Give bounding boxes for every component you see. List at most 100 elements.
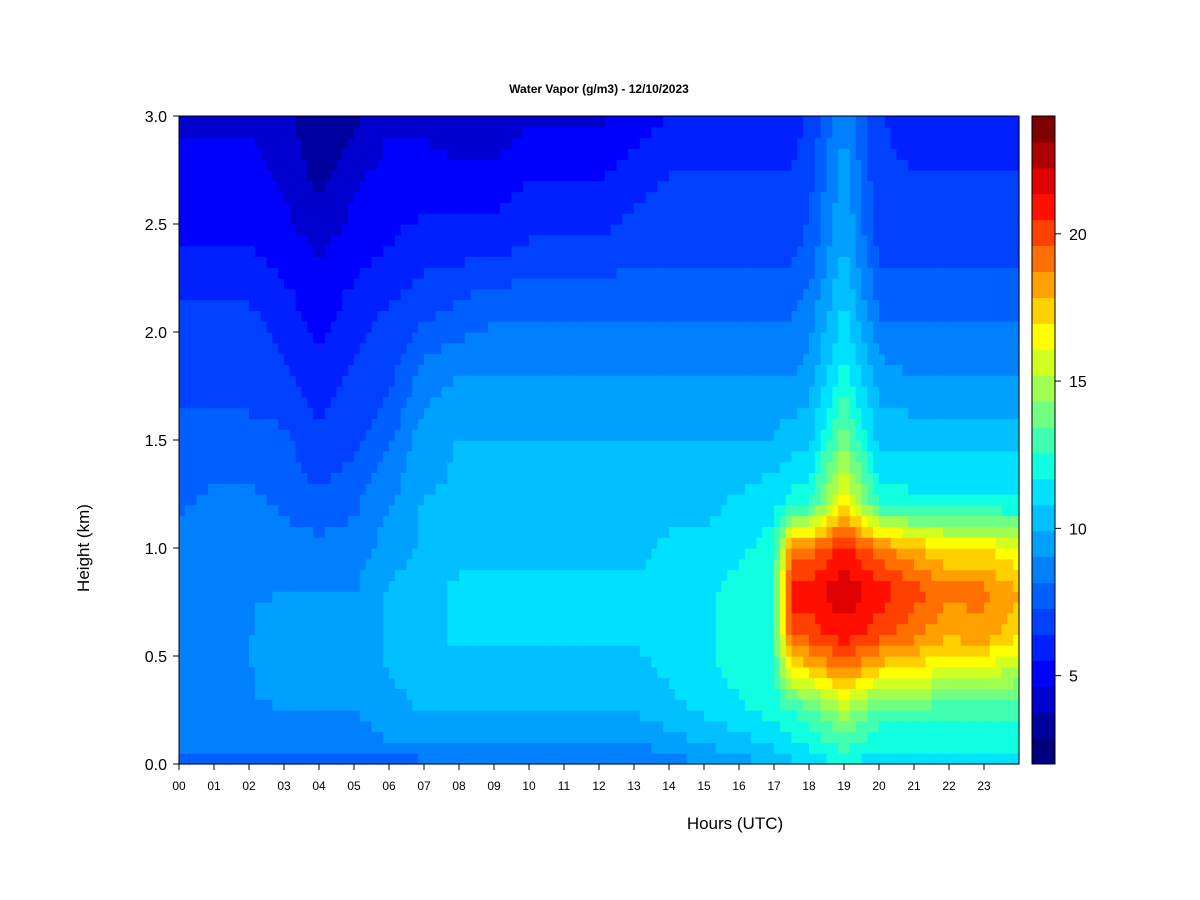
heatmap-cell bbox=[558, 461, 565, 473]
heatmap-cell bbox=[523, 688, 530, 700]
heatmap-cell bbox=[249, 148, 256, 160]
heatmap-cell bbox=[208, 116, 215, 128]
heatmap-cell bbox=[558, 116, 565, 128]
heatmap-cell bbox=[424, 267, 431, 279]
heatmap-cell bbox=[301, 656, 308, 668]
heatmap-cell bbox=[529, 234, 536, 247]
heatmap-cell bbox=[284, 429, 291, 441]
heatmap-cell bbox=[634, 742, 641, 754]
heatmap-cell bbox=[534, 666, 542, 679]
heatmap-cell bbox=[400, 731, 408, 743]
heatmap-cell bbox=[540, 267, 548, 279]
heatmap-cell bbox=[371, 137, 378, 149]
heatmap-cell bbox=[564, 332, 571, 344]
heatmap-cell bbox=[552, 558, 559, 571]
heatmap-cell bbox=[214, 170, 221, 182]
heatmap-cell bbox=[453, 623, 460, 635]
heatmap-cell bbox=[225, 191, 233, 203]
heatmap-cell bbox=[499, 688, 507, 700]
heatmap-cell bbox=[651, 267, 658, 279]
heatmap-cell bbox=[336, 396, 343, 409]
heatmap-cell bbox=[453, 256, 460, 268]
heatmap-cell bbox=[511, 569, 518, 581]
heatmap-cell bbox=[342, 688, 349, 700]
heatmap-cell bbox=[184, 526, 192, 538]
heatmap-cell bbox=[219, 191, 227, 203]
heatmap-cell bbox=[494, 634, 501, 646]
heatmap-cell bbox=[546, 699, 553, 711]
heatmap-cell bbox=[470, 321, 478, 333]
heatmap-cell bbox=[435, 580, 443, 592]
heatmap-cell bbox=[225, 720, 233, 733]
heatmap-cell bbox=[464, 375, 472, 387]
heatmap-cell bbox=[569, 710, 577, 722]
heatmap-cell bbox=[179, 245, 186, 257]
heatmap-cell bbox=[406, 504, 413, 517]
heatmap-cell bbox=[243, 612, 250, 625]
heatmap-cell bbox=[301, 364, 308, 376]
heatmap-cell bbox=[272, 126, 279, 139]
heatmap-cell bbox=[365, 634, 373, 646]
heatmap-cell bbox=[330, 720, 338, 733]
heatmap-cell bbox=[581, 375, 588, 387]
heatmap-cell bbox=[523, 126, 530, 139]
heatmap-cell bbox=[330, 558, 338, 571]
heatmap-cell bbox=[389, 526, 396, 538]
heatmap-cell bbox=[249, 548, 256, 560]
heatmap-cell bbox=[301, 170, 308, 182]
heatmap-cell bbox=[365, 753, 373, 765]
heatmap-cell bbox=[289, 137, 297, 149]
heatmap-cell bbox=[593, 677, 600, 689]
heatmap-cell bbox=[196, 148, 203, 160]
heatmap-cell bbox=[435, 666, 443, 679]
heatmap-cell bbox=[447, 170, 454, 182]
heatmap-cell bbox=[505, 407, 513, 419]
heatmap-cell bbox=[219, 407, 227, 419]
heatmap-cell bbox=[581, 742, 588, 754]
heatmap-cell bbox=[494, 321, 501, 333]
heatmap-cell bbox=[499, 591, 507, 603]
heatmap-cell bbox=[534, 494, 542, 506]
heatmap-cell bbox=[511, 731, 518, 743]
heatmap-cell bbox=[313, 461, 320, 473]
heatmap-cell bbox=[628, 137, 635, 149]
heatmap-cell bbox=[476, 472, 483, 484]
heatmap-cell bbox=[453, 580, 460, 592]
heatmap-cell bbox=[336, 278, 343, 290]
heatmap-cell bbox=[219, 429, 227, 441]
heatmap-cell bbox=[406, 310, 413, 322]
heatmap-cell bbox=[418, 386, 425, 398]
heatmap-cell bbox=[190, 342, 198, 355]
heatmap-cell bbox=[587, 407, 594, 419]
heatmap-cell bbox=[394, 450, 402, 463]
heatmap-cell bbox=[604, 645, 612, 657]
heatmap-cell bbox=[400, 213, 408, 225]
heatmap-cell bbox=[435, 634, 443, 646]
heatmap-cell bbox=[523, 407, 530, 419]
heatmap-cell bbox=[488, 126, 495, 139]
heatmap-cell bbox=[319, 472, 326, 484]
heatmap-cell bbox=[499, 504, 507, 517]
heatmap-cell bbox=[394, 191, 402, 203]
heatmap-cell bbox=[540, 353, 548, 365]
heatmap-cell bbox=[319, 645, 326, 657]
heatmap-cell bbox=[202, 645, 209, 657]
heatmap-cell bbox=[272, 494, 279, 506]
heatmap-cell bbox=[394, 148, 402, 160]
heatmap-cell bbox=[278, 612, 285, 625]
heatmap-cell bbox=[418, 137, 425, 149]
heatmap-cell bbox=[219, 450, 227, 463]
heatmap-cell bbox=[517, 688, 524, 700]
heatmap-cell bbox=[406, 710, 413, 722]
heatmap-cell bbox=[336, 386, 343, 398]
heatmap-cell bbox=[179, 170, 186, 182]
heatmap-cell bbox=[523, 677, 530, 689]
heatmap-cell bbox=[511, 753, 518, 765]
heatmap-cell bbox=[610, 245, 618, 257]
heatmap-cell bbox=[278, 310, 285, 322]
heatmap-cell bbox=[342, 126, 349, 139]
heatmap-cell bbox=[604, 342, 612, 355]
heatmap-cell bbox=[616, 342, 623, 355]
heatmap-cell bbox=[575, 159, 583, 171]
heatmap-cell bbox=[243, 170, 250, 182]
